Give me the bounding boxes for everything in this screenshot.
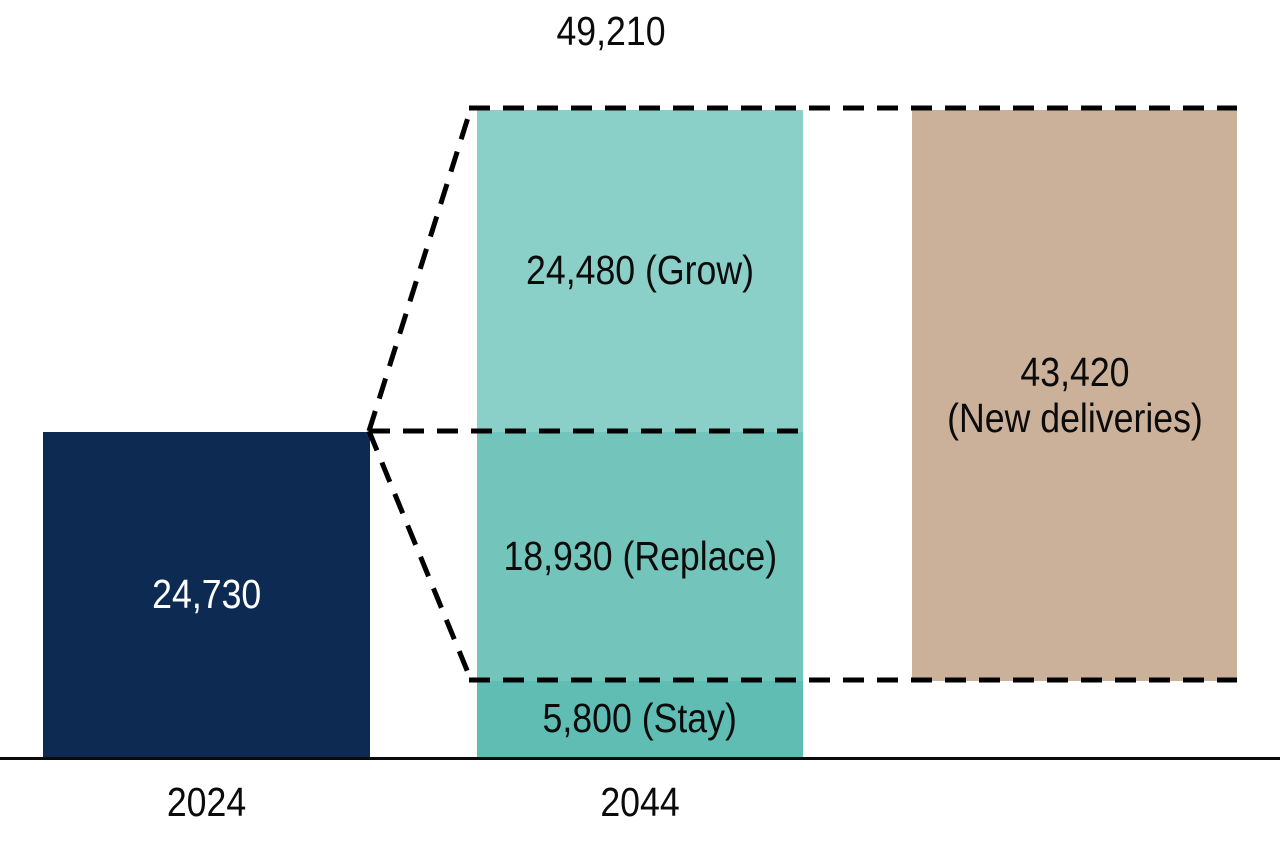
segment-replace: 18,930 (Replace) <box>477 432 803 681</box>
x-axis-label-2044: 2044 <box>600 779 680 825</box>
x-axis-label-2024: 2024 <box>166 779 247 825</box>
bar-new-deliveries: 43,420 (New deliveries) <box>912 110 1237 681</box>
total-2044-label: 49,210 <box>556 8 666 54</box>
bar-2024-value-label: 24,730 <box>151 570 262 617</box>
segment-stay-label: 5,800 (Stay) <box>542 695 738 742</box>
segment-replace-label: 18,930 (Replace) <box>503 532 777 579</box>
segment-grow: 24,480 (Grow) <box>477 110 803 432</box>
bar-2024: 24,730 <box>43 432 370 757</box>
segment-grow-label: 24,480 (Grow) <box>526 247 754 294</box>
new-deliveries-value-label: 43,420 <box>1019 348 1130 395</box>
new-deliveries-label-block: 43,420 (New deliveries) <box>928 348 1222 442</box>
connector-diagonal-down <box>366 430 474 681</box>
x-axis-line <box>0 757 1280 760</box>
new-deliveries-caption-label: (New deliveries) <box>946 394 1203 441</box>
segment-stay: 5,800 (Stay) <box>477 681 803 757</box>
connector-diagonal-up <box>366 107 474 432</box>
